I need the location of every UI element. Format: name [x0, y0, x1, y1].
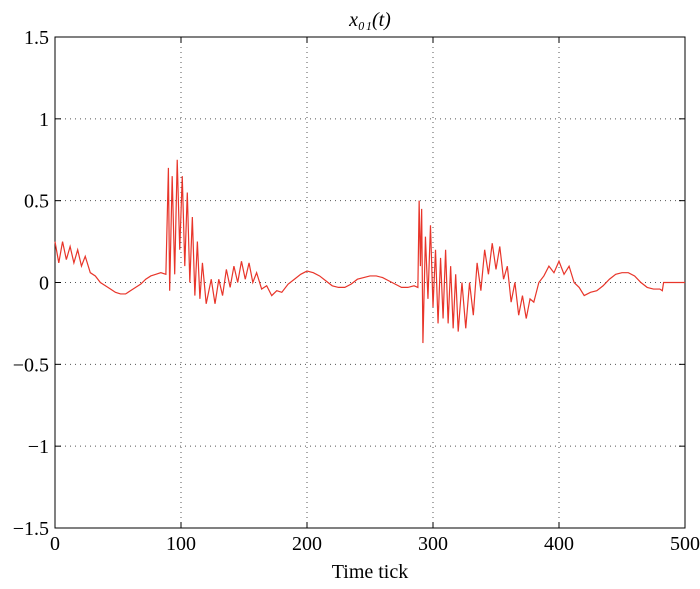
y-tick-label: 1.5 — [24, 27, 49, 49]
chart-title: x₀₁(t) — [348, 9, 391, 31]
y-tick-label: −0.5 — [13, 354, 49, 376]
x-tick-label: 200 — [292, 533, 322, 555]
y-tick-label: 0.5 — [24, 191, 49, 213]
x-tick-label: 500 — [670, 533, 700, 555]
x-tick-label: 100 — [166, 533, 196, 555]
y-tick-label: −1 — [28, 436, 49, 458]
x-axis-label: Time tick — [332, 561, 409, 583]
x-tick-label: 0 — [50, 533, 60, 555]
y-tick-label: 0 — [39, 273, 49, 295]
x-tick-label: 400 — [544, 533, 574, 555]
x-tick-label: 300 — [418, 533, 448, 555]
data-line — [54, 159, 685, 344]
y-tick-label: 1 — [39, 109, 49, 131]
y-tick-label: −1.5 — [13, 518, 49, 540]
